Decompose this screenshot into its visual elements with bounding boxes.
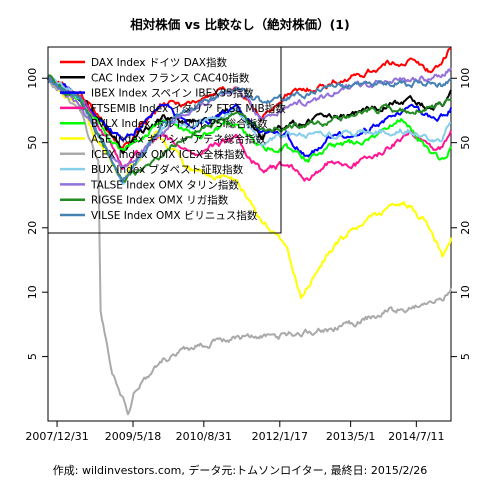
legend-label: CAC Index フランス CAC40指数 [91, 71, 250, 84]
y-tick-label-right: 100 [459, 68, 472, 89]
legend-label: BVLX Index ポルトガル PSI総合指数 [91, 117, 268, 130]
y-tick-label-left: 20 [26, 221, 39, 235]
chart-caption: 作成: wildinvestors.com, データ元:トムソンロイター, 最終… [53, 463, 427, 477]
series-layer [47, 47, 452, 416]
series-line [47, 77, 452, 416]
y-tick-label-left: 5 [26, 353, 39, 360]
axis-layer: 5 5 10 10 20 20 50 50 100 100 2007/12/31 2009/5/18 2… [25, 68, 472, 443]
legend-label: RIGSE Index OMX リガ指数 [91, 194, 229, 207]
series-line [47, 77, 452, 182]
y-tick-label-right: 50 [459, 136, 472, 150]
series-line [47, 75, 452, 184]
legend-box [47, 46, 282, 234]
x-tick-label: 2010/8/31 [176, 430, 232, 443]
y-tick-label-left: 100 [26, 68, 39, 89]
y-tick-label-right: 5 [459, 353, 472, 360]
legend-label: TALSE Index OMX タリン指数 [90, 178, 239, 191]
x-tick-label: 2014/7/11 [388, 430, 444, 443]
x-tick-label: 2013/5/1 [326, 430, 375, 443]
x-tick-label: 2012/1/17 [252, 430, 308, 443]
chart-title: 相対株価 vs 比較なし（絶対株価）(1) [130, 17, 349, 32]
x-tick-label: 2007/12/31 [25, 430, 88, 443]
y-tick-label-right: 20 [459, 221, 472, 235]
legend-label: ICEX Index OMX ICEX全株指数 [91, 148, 245, 161]
series-line [47, 76, 452, 163]
legend-label: BUX Index ブダペスト証取指数 [91, 163, 244, 176]
legend-label: VILSE Index OMX ビリニュス指数 [91, 209, 258, 222]
legend-label: ASE Index ギリシャ アテネ総合指数 [91, 133, 266, 146]
y-tick-label-left: 50 [26, 136, 39, 150]
y-tick-label-left: 10 [26, 285, 39, 299]
legend-label: DAX Index ドイツ DAX指数 [91, 56, 227, 69]
series-line [47, 67, 452, 169]
y-tick-label-right: 10 [459, 285, 472, 299]
series-line [47, 78, 452, 158]
legend: DAX Index ドイツ DAX指数 CAC Index フランス CAC40指… [47, 46, 286, 234]
legend-label: IBEX Index スペイン IBEX35指数 [91, 87, 254, 100]
x-tick-label: 2009/5/18 [105, 430, 161, 443]
legend-label: FTSEMIB Index イタリア FTSE MIB指数 [91, 102, 286, 115]
